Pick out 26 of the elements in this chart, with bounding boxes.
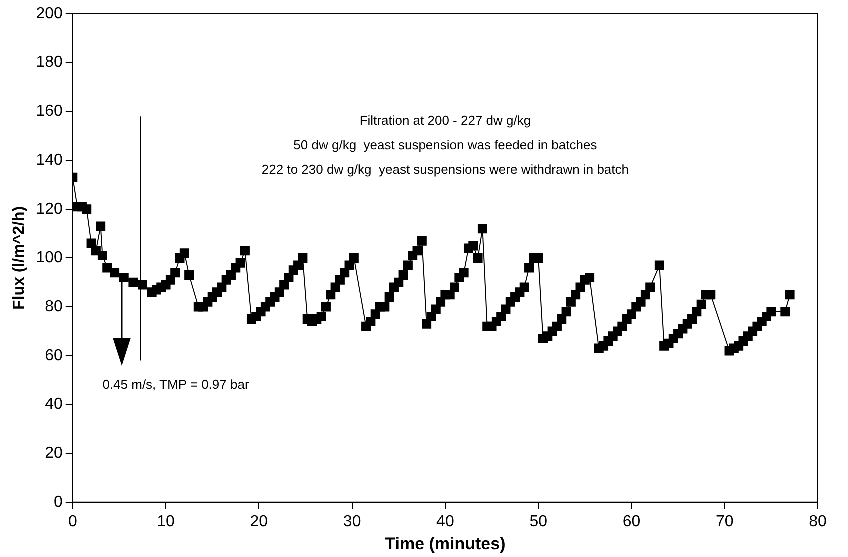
y-tick-label: 160 bbox=[36, 103, 63, 120]
y-tick-label: 20 bbox=[45, 444, 63, 462]
x-tick-label: 70 bbox=[716, 513, 734, 530]
annotation: 0.45 m/s, TMP = 0.97 bar bbox=[102, 376, 250, 392]
x-tick-label: 30 bbox=[343, 513, 362, 530]
x-tick-label: 80 bbox=[809, 513, 827, 530]
y-tick-label: 60 bbox=[45, 347, 63, 364]
y-tick-label: 100 bbox=[36, 250, 63, 267]
x-tick-label: 0 bbox=[68, 513, 78, 530]
x-tick-label: 60 bbox=[622, 513, 641, 530]
annotation: 222 to 230 dw g/kg yeast suspensions were withdrawn in batch bbox=[262, 162, 629, 177]
y-tick-label: 200 bbox=[36, 5, 63, 22]
y-tick-label: 80 bbox=[45, 298, 63, 316]
y-tick-label: 0 bbox=[54, 494, 63, 511]
x-tick-label: 40 bbox=[436, 513, 454, 530]
annotation: Filtration at 200 - 227 dw g/kg bbox=[360, 113, 532, 128]
annotation: 50 dw g/kg yeast suspension was feeded in batches bbox=[294, 137, 598, 152]
y-tick-label: 180 bbox=[36, 54, 63, 72]
y-tick-label: 120 bbox=[36, 200, 63, 218]
x-axis-title: Time (minutes) bbox=[385, 534, 506, 554]
x-tick-label: 20 bbox=[250, 513, 268, 530]
y-axis-title: Flux (l/m^2/h) bbox=[11, 206, 28, 310]
y-tick-label: 140 bbox=[36, 152, 63, 169]
y-tick-label: 40 bbox=[45, 396, 63, 414]
x-tick-label: 50 bbox=[530, 513, 548, 530]
x-tick-label: 10 bbox=[157, 513, 176, 530]
